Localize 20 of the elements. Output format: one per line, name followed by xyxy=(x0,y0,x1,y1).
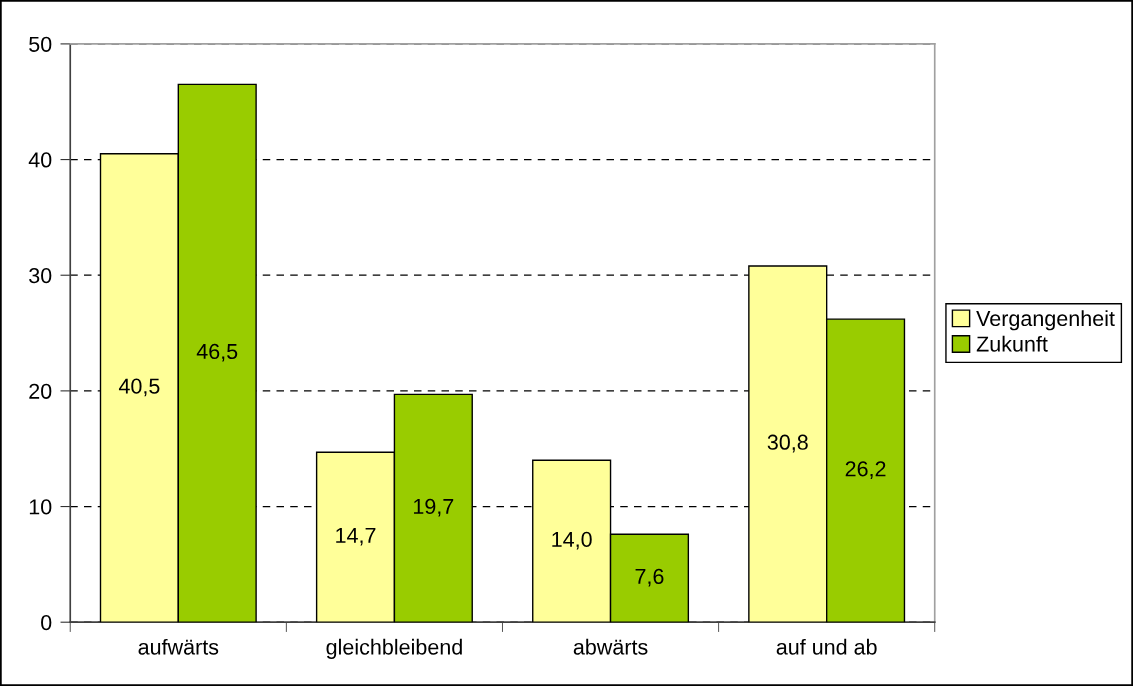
legend-label: Vergangenheit xyxy=(976,310,1115,331)
data-label: 19,7 xyxy=(414,498,454,517)
y-tick-label: 10 xyxy=(29,499,52,515)
x-tick-label: aufwärts xyxy=(138,638,219,655)
data-label: 40,5 xyxy=(118,378,160,397)
y-tick-label: 30 xyxy=(29,267,52,284)
data-label: 14,7 xyxy=(336,527,376,546)
data-label: 26,2 xyxy=(845,461,886,480)
data-label: 30,8 xyxy=(767,434,808,453)
x-tick-label: abwärts xyxy=(573,638,648,655)
y-tick-label: 0 xyxy=(41,614,52,631)
data-label: 14,0 xyxy=(552,531,592,550)
x-tick-label: gleichbleibend xyxy=(326,638,462,659)
y-tick-label: 50 xyxy=(29,36,52,52)
y-tick-label: 40 xyxy=(28,152,52,168)
x-tick-label: auf und ab xyxy=(776,638,877,655)
legend-label: Zukunft xyxy=(976,335,1048,352)
y-tick-label: 20 xyxy=(29,383,52,399)
data-label: 46,5 xyxy=(196,343,238,362)
data-label: 7,6 xyxy=(635,568,664,587)
